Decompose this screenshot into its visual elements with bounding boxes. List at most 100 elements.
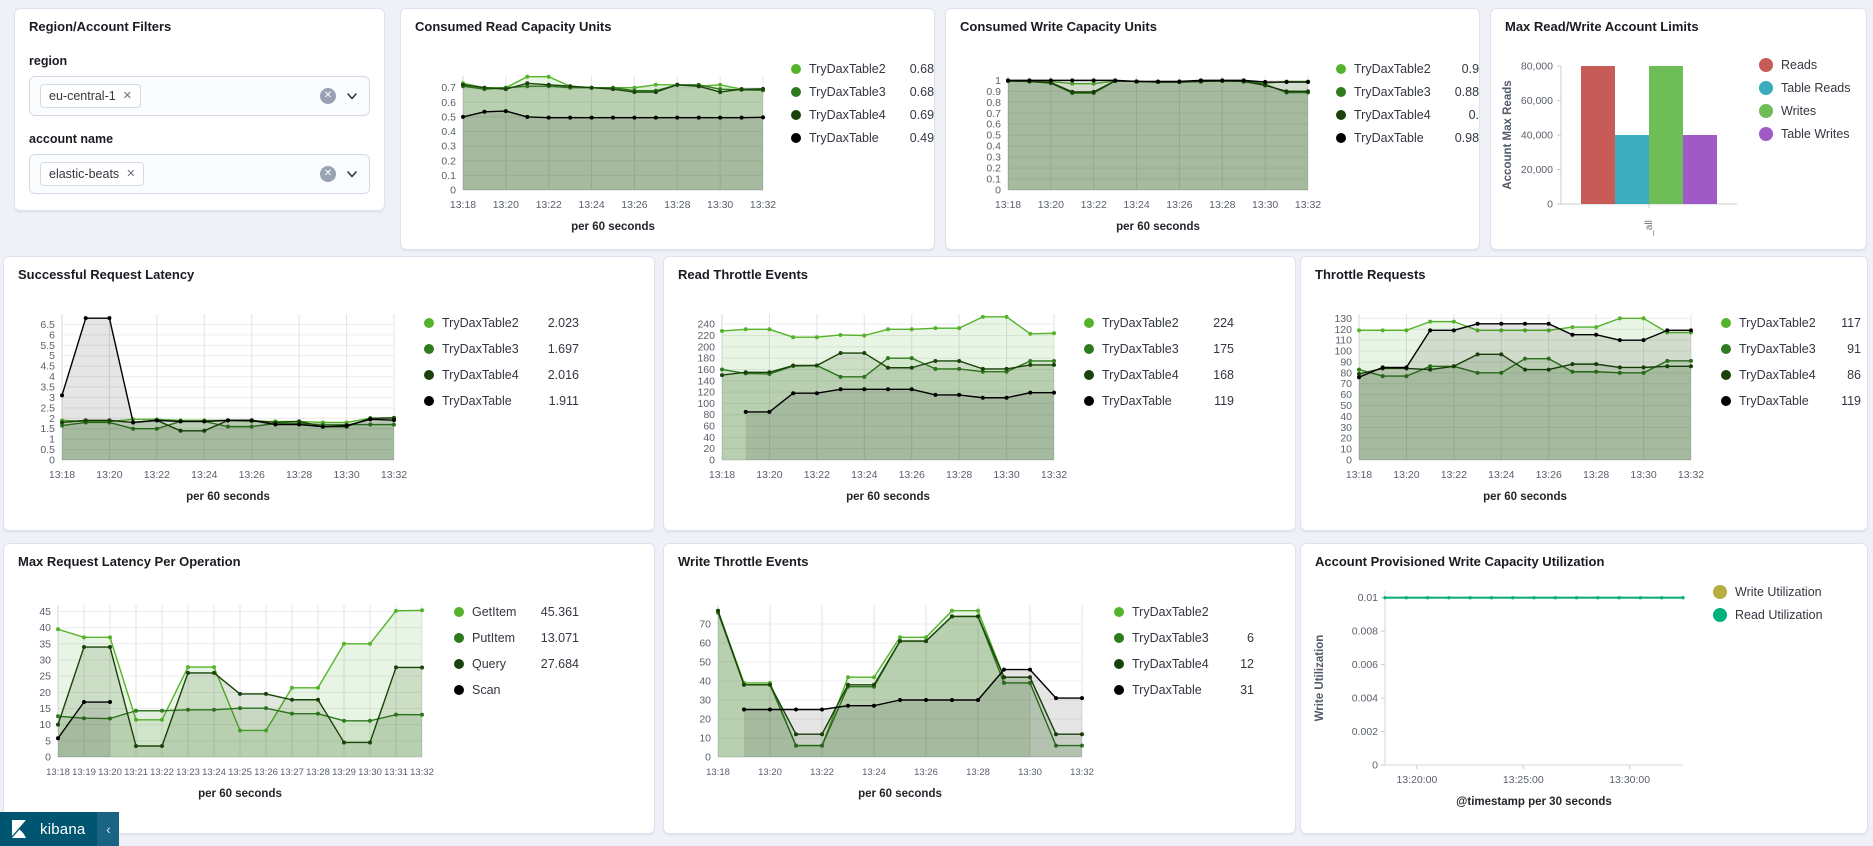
legend-item-putitem[interactable]: PutItem 13.071 [454,631,579,645]
legend-item-table-reads[interactable]: Table Reads [1759,81,1866,95]
consumed-read-capacity-units-chart[interactable]: 0 0.1 0.2 0.3 0.4 0.5 0.6 0.7 13:18 13:20 13:22 13:… [407,36,777,249]
legend-series-name: Reads [1781,58,1818,72]
account-name-selected-tag[interactable]: elastic-beats ✕ [40,161,145,187]
legend-item-trydaxtable[interactable]: TryDaxTable 0.985 [1336,131,1479,145]
svg-text:50: 50 [699,657,711,669]
legend-item-trydaxtable4[interactable]: TryDaxTable4 12 [1114,657,1254,671]
svg-text:60: 60 [1340,389,1352,401]
region-selected-tag[interactable]: eu-central-1 ✕ [40,83,141,109]
legend-item-trydaxtable[interactable]: TryDaxTable 119 [1084,394,1234,408]
legend-item-trydaxtable4[interactable]: TryDaxTable4 86 [1721,368,1861,382]
legend-series-name: TryDaxTable2 [1739,316,1816,330]
legend-item-trydaxtable2[interactable]: TryDaxTable2 0.685 [791,62,934,76]
successful-request-latency-chart[interactable]: 0 0.5 1 1.5 2 2.5 3 3.5 4 4.5 5 5.5 6 6.5 13:18 13:20 13… [10,284,410,530]
svg-text:13:23: 13:23 [176,767,200,778]
legend-series-name: TryDaxTable3 [1739,342,1816,356]
legend-item-trydaxtable3[interactable]: TryDaxTable3 0.682 [791,85,934,99]
svg-text:80: 80 [1340,367,1352,379]
legend-series-name: Table Writes [1781,127,1850,141]
panel-title: Consumed Write Capacity Units [960,19,1157,34]
legend-item-trydaxtable[interactable]: TryDaxTable 119 [1721,394,1861,408]
write-throttle-events-legend: TryDaxTable2 TryDaxTable3 6 TryDaxTable4 12 T… [1100,571,1289,833]
chevron-down-icon[interactable] [345,167,359,181]
legend-item-trydaxtable3[interactable]: TryDaxTable3 6 [1114,631,1254,645]
throttle-requests-chart[interactable]: 0 10 20 30 40 50 60 70 80 90 100 110 120 130 13:18 13:2… [1307,284,1707,530]
svg-text:per 60 seconds: per 60 seconds [571,221,655,233]
legend-item-trydaxtable2[interactable]: TryDaxTable2 [1114,605,1254,619]
legend-item-trydaxtable2[interactable]: TryDaxTable2 0.99 [1336,62,1479,76]
legend-series-name: TryDaxTable3 [1354,85,1431,99]
legend-item-trydaxtable4[interactable]: TryDaxTable4 168 [1084,368,1234,382]
remove-tag-icon[interactable]: ✕ [126,167,136,180]
legend-item-trydaxtable2[interactable]: TryDaxTable2 2.023 [424,316,579,330]
account-provisioned-write-capacity-utilization-chart[interactable]: 0 0.002 0.004 0.006 0.008 0.01 13:20:00 13:25:0… [1307,571,1699,833]
legend-item-scan[interactable]: Scan [454,683,579,697]
remove-tag-icon[interactable]: ✕ [122,89,132,102]
svg-text:13:28: 13:28 [306,767,330,778]
legend-item-reads[interactable]: Reads [1759,58,1866,72]
legend-dot-icon [791,133,801,143]
legend-item-write-utilization[interactable]: Write Utilization [1713,585,1863,599]
chevron-down-icon[interactable] [345,89,359,103]
svg-text:13:18: 13:18 [709,469,735,481]
legend-item-writes[interactable]: Writes [1759,104,1866,118]
svg-text:0.1: 0.1 [986,174,1001,186]
legend-item-getitem[interactable]: GetItem 45.361 [454,605,579,619]
svg-text:1: 1 [995,75,1001,87]
throttle-requests-legend: TryDaxTable2 117 TryDaxTable3 91 TryDaxTable… [1707,284,1861,530]
bar-reads[interactable] [1581,66,1615,204]
max-request-latency-per-operation-chart[interactable]: 0 5 10 15 20 25 30 35 40 45 13:18 13:19 13:20 13:21 13… [10,571,440,833]
bar-table-writes[interactable] [1683,135,1717,204]
legend-item-trydaxtable3[interactable]: TryDaxTable3 1.697 [424,342,579,356]
legend-series-value: 119 [1214,394,1234,408]
panel-title: Read Throttle Events [678,267,809,282]
svg-text:per 60 seconds: per 60 seconds [186,491,270,503]
read-throttle-events-chart[interactable]: 0 20 40 60 80 100 120 140 160 180 200 220 240 13:18 13… [670,284,1070,530]
legend-item-trydaxtable3[interactable]: TryDaxTable3 91 [1721,342,1861,356]
legend-item-trydaxtable4[interactable]: TryDaxTable4 0.9 [1336,108,1479,122]
legend-item-read-utilization[interactable]: Read Utilization [1713,608,1863,622]
legend-dot-icon [791,87,801,97]
account-name-combobox[interactable]: elastic-beats ✕ ✕ [29,154,370,194]
legend-item-trydaxtable2[interactable]: TryDaxTable2 224 [1084,316,1234,330]
bar-writes[interactable] [1649,66,1683,204]
kibana-logo-area[interactable]: kibana [0,812,98,846]
legend-series-name: TryDaxTable2 [442,316,519,330]
clear-selection-icon[interactable]: ✕ [320,166,336,182]
svg-text:13:24: 13:24 [202,767,226,778]
legend-item-trydaxtable[interactable]: TryDaxTable 31 [1114,683,1254,697]
consumed-write-capacity-units-chart[interactable]: 0 0.1 0.2 0.3 0.4 0.5 0.6 0.7 0.8 0.9 1 13:18 13:20 1… [952,36,1322,249]
region-combobox[interactable]: eu-central-1 ✕ ✕ [29,76,370,116]
svg-text:13:20: 13:20 [96,469,122,481]
legend-item-trydaxtable2[interactable]: TryDaxTable2 117 [1721,316,1861,330]
legend-series-name: TryDaxTable4 [1132,657,1209,671]
legend-item-trydaxtable[interactable]: TryDaxTable 1.911 [424,394,579,408]
legend-dot-icon [1084,396,1094,406]
kibana-nav-bar: kibana ‹ [0,812,120,846]
svg-text:13:24: 13:24 [851,469,877,481]
legend-item-trydaxtable4[interactable]: TryDaxTable4 0.692 [791,108,934,122]
legend-item-trydaxtable3[interactable]: TryDaxTable3 0.889 [1336,85,1479,99]
svg-text:13:18: 13:18 [995,199,1021,211]
legend-item-table-writes[interactable]: Table Writes [1759,127,1866,141]
clear-selection-icon[interactable]: ✕ [320,88,336,104]
region-account-filters-panel: Region/Account Filters region eu-central… [14,8,385,211]
legend-series-value: 175 [1213,342,1234,356]
svg-text:3.5: 3.5 [40,382,55,394]
svg-text:13:30: 13:30 [333,469,359,481]
svg-text:6: 6 [49,329,55,341]
legend-dot-icon [1721,396,1731,406]
legend-series-value: 27.684 [540,657,579,671]
collapse-sidebar-chevron-icon[interactable]: ‹ [97,812,120,846]
legend-item-query[interactable]: Query 27.684 [454,657,579,671]
legend-dot-icon [1721,318,1731,328]
legend-item-trydaxtable3[interactable]: TryDaxTable3 175 [1084,342,1234,356]
legend-item-trydaxtable4[interactable]: TryDaxTable4 2.016 [424,368,579,382]
write-throttle-events-chart[interactable]: 0 10 20 30 40 50 60 70 13:18 13:20 13:22 13:24 13:26… [670,571,1100,833]
svg-text:13:27: 13:27 [280,767,304,778]
svg-text:180: 180 [697,353,715,365]
legend-item-trydaxtable[interactable]: TryDaxTable 0.497 [791,131,934,145]
bar-table-reads[interactable] [1615,135,1649,204]
